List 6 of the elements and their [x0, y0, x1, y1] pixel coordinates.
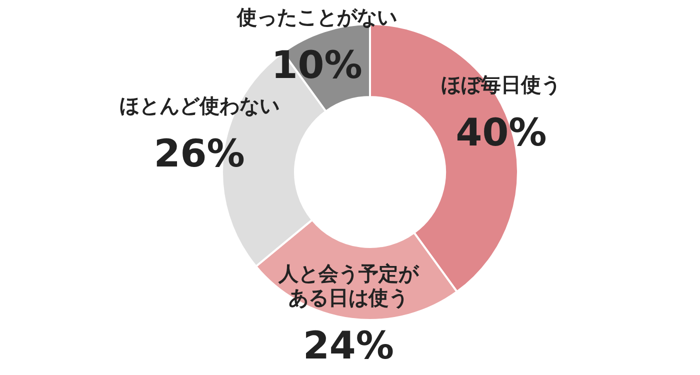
slice-label: ほとんど使わない: [119, 93, 280, 118]
slice-label: ほぼ毎日使う: [441, 72, 562, 96]
data-label: 26%: [154, 131, 245, 176]
data-label: 24%: [302, 324, 394, 368]
slice-label: 使ったことがない: [236, 5, 397, 29]
slice-label: 人と会う予定がある日は使う: [277, 262, 420, 310]
